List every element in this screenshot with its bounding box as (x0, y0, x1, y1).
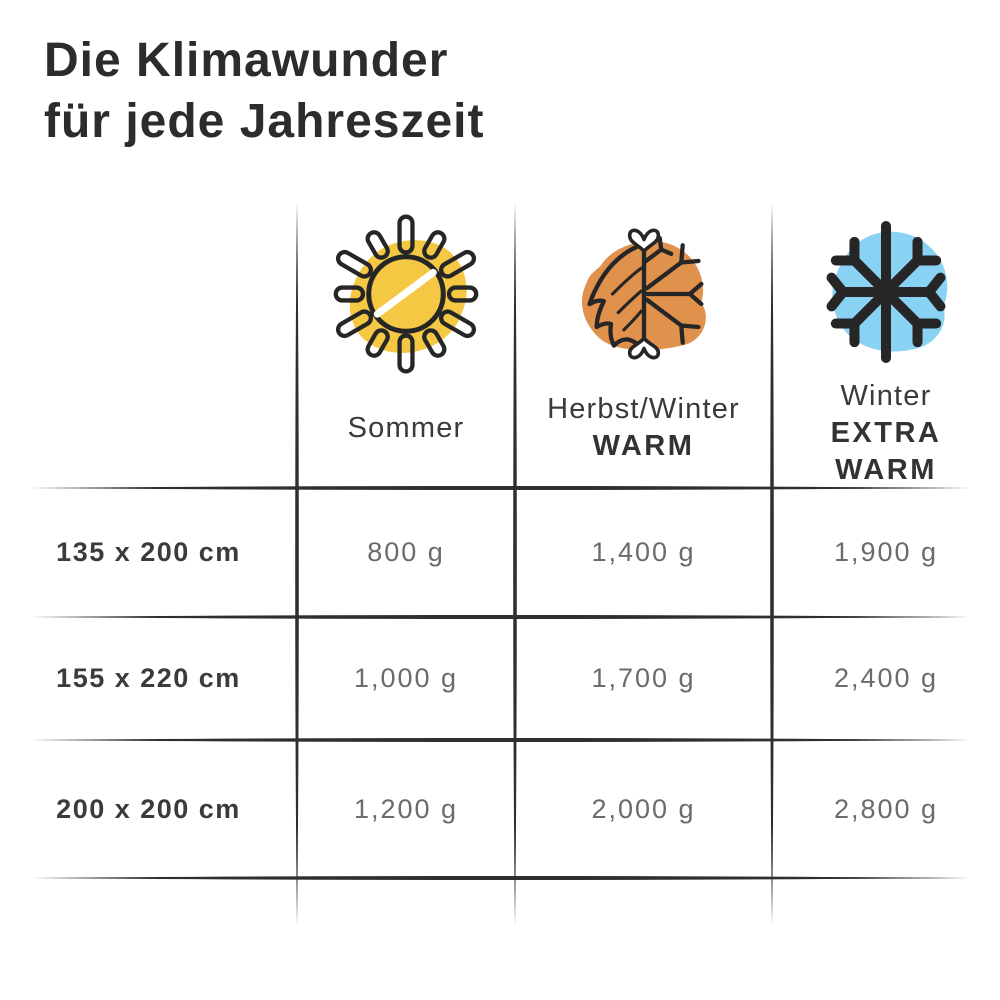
value-155x220-sommer: 1,000 g (353, 663, 459, 693)
column-header-winter-extra: Winter EXTRA WARM (772, 200, 1000, 488)
column-header-herbst-winter: Herbst/Winter WARM (515, 200, 772, 488)
page-title-line2: für jede Jahreszeit (44, 95, 485, 148)
value-200x200-herbst-winter: 2,000 g (591, 793, 696, 824)
column-label-sommer: Sommer (347, 411, 465, 444)
row-size-155x220: 155 x 220 cm (56, 663, 241, 693)
column-header-label-wrap: Sommer (348, 382, 465, 488)
value-155x220-herbst-winter: 1,700 g (591, 663, 696, 693)
row-size-200x200: 200 x 200 cm (56, 793, 241, 824)
value-135x200-sommer: 800 g (367, 537, 445, 567)
column-header-label-wrap: Winter EXTRA WARM (831, 378, 942, 503)
leaf-snowflake-icon (558, 206, 730, 382)
column-header-label-wrap: Herbst/Winter WARM (547, 382, 740, 488)
snowflake-icon (800, 206, 972, 378)
value-200x200-winter-extra: 2,800 g (833, 793, 939, 824)
value-135x200-herbst-winter: 1,400 g (591, 537, 696, 567)
page-title: Die Klimawunder für jede Jahreszeit (44, 30, 485, 152)
value-200x200-sommer: 1,200 g (353, 793, 459, 824)
column-header-sommer: Sommer (297, 200, 515, 488)
column-label-winter: Winter (840, 380, 932, 412)
sun-icon (320, 206, 492, 382)
column-sublabel-warm: WARM (592, 430, 695, 462)
column-label-herbst-winter: Herbst/Winter (547, 393, 740, 425)
row-size-135x200: 135 x 200 cm (56, 537, 241, 567)
column-sublabel-extra-warm: EXTRA WARM (830, 417, 942, 486)
value-155x220-winter-extra: 2,400 g (833, 663, 939, 693)
header-spacer (0, 200, 297, 488)
page-title-line1: Die Klimawunder (44, 34, 449, 87)
comparison-table: Sommer (0, 200, 1000, 878)
value-135x200-winter-extra: 1,900 g (833, 537, 939, 567)
